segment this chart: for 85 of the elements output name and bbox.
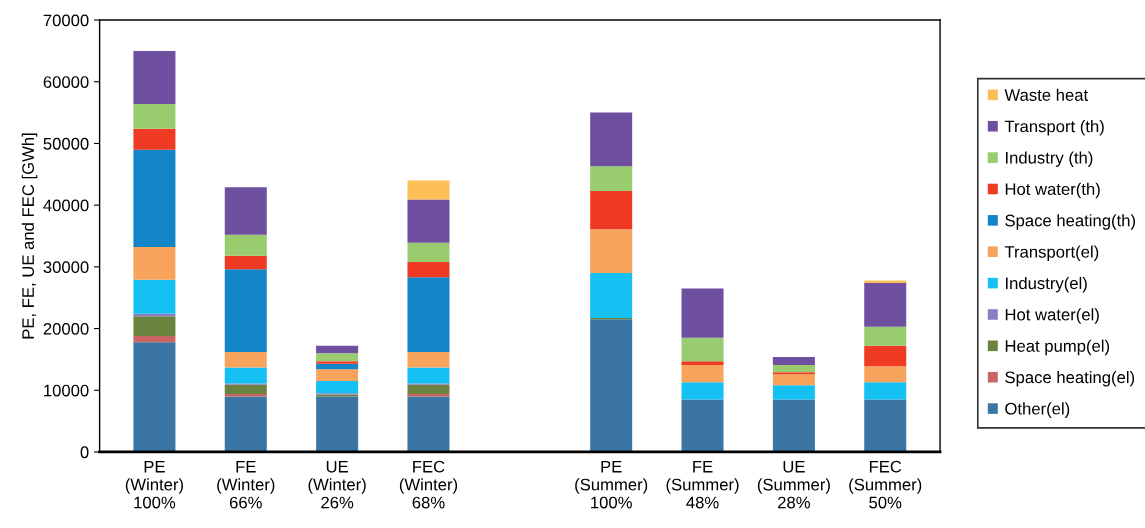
legend-label: Other(el) (1005, 402, 1070, 418)
bar (772, 399, 815, 452)
bar (864, 326, 907, 346)
legend-label: Industry (th) (1006, 151, 1093, 167)
legend-label: Waste heat (1004, 88, 1089, 101)
y-tick-label: 10000 (44, 384, 89, 397)
bar (133, 335, 176, 343)
bar (590, 166, 633, 191)
bar (316, 381, 359, 394)
bar (224, 269, 267, 353)
y-axis-title: PE, FE, UE and FEC [GWh] (21, 133, 38, 339)
bar (864, 345, 907, 367)
bar (224, 234, 267, 256)
bar (407, 384, 450, 394)
bar (316, 363, 359, 370)
bar (133, 103, 176, 129)
bar (407, 352, 450, 368)
bar (681, 382, 724, 400)
bar (316, 345, 359, 354)
x-tick-label: FE (Winter) 66% (217, 460, 275, 509)
bar (590, 190, 633, 230)
bar (224, 255, 267, 270)
bar (772, 374, 815, 386)
bar (133, 128, 176, 150)
legend-label: Space heating(th) (1005, 214, 1135, 230)
y-tick-label: 30000 (43, 261, 89, 274)
y-tick-label: 20000 (43, 322, 89, 335)
x-tick-label: PE (Summer) 100% (575, 460, 648, 509)
bar (316, 353, 359, 362)
bar (316, 396, 359, 452)
y-tick-label: 70000 (43, 14, 89, 27)
legend-label: Hot water(th) (1005, 182, 1100, 199)
bar (133, 247, 176, 280)
bar (681, 399, 724, 452)
y-tick-label: 50000 (43, 137, 89, 150)
bar (224, 352, 267, 368)
bar (864, 280, 907, 283)
x-tick-label: UE (Winter) 26% (308, 460, 366, 509)
bar (407, 396, 450, 452)
bar (133, 342, 176, 452)
bar (407, 180, 450, 200)
y-tick-label: 0 (80, 446, 89, 459)
bar (772, 364, 815, 373)
x-tick-label: PE (Winter) 100% (125, 460, 184, 509)
bar (133, 279, 176, 314)
bar (772, 385, 815, 400)
bar (407, 277, 450, 353)
legend-label: Industry(el) (1006, 276, 1087, 293)
bar (590, 273, 633, 319)
x-tick-label: FEC (Summer) 50% (849, 460, 922, 509)
bar (316, 361, 359, 364)
bar (864, 366, 907, 383)
bar (133, 50, 176, 104)
bar (864, 382, 907, 400)
legend-label: Space heating(el) (1005, 371, 1135, 387)
bar (224, 384, 267, 394)
bar (133, 149, 176, 248)
bar (224, 367, 267, 384)
bar (772, 356, 815, 365)
bar (407, 367, 450, 384)
bar (681, 288, 724, 338)
bar (864, 282, 907, 327)
bar (590, 112, 633, 167)
x-tick-label: FE (Summer) 48% (666, 460, 739, 509)
bar (407, 199, 450, 243)
bar (316, 369, 359, 382)
bar (133, 316, 176, 336)
y-tick-label: 40000 (43, 199, 89, 212)
legend-label: Hot water(el) (1005, 308, 1099, 324)
y-tick-label: 60000 (43, 76, 89, 88)
legend-label: Heat pump(el) (1005, 339, 1110, 356)
bar (681, 361, 724, 365)
bar (407, 242, 450, 262)
bar (590, 229, 633, 274)
bar (224, 187, 267, 235)
bar (681, 364, 724, 383)
legend-label: Transport (th) (1004, 120, 1104, 136)
bar (224, 396, 267, 452)
x-tick-label: FEC (Winter) 68% (399, 460, 458, 509)
x-tick-label: UE (Summer) 28% (757, 460, 830, 509)
bar (407, 261, 450, 278)
bar (864, 399, 907, 452)
bar (681, 337, 724, 362)
legend-label: Transport(el) (1004, 245, 1099, 262)
bar (590, 319, 633, 452)
